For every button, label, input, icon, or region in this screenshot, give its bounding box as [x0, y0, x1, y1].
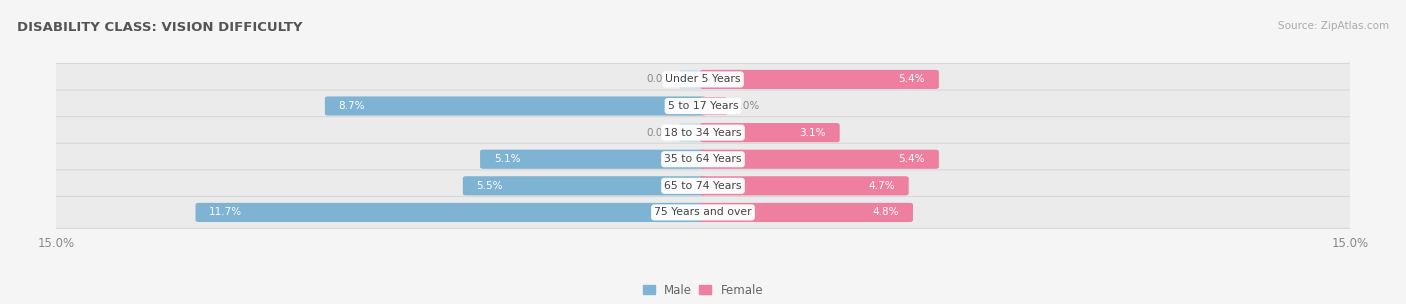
FancyBboxPatch shape	[44, 196, 1362, 228]
FancyBboxPatch shape	[195, 203, 706, 222]
Text: Under 5 Years: Under 5 Years	[665, 74, 741, 85]
FancyBboxPatch shape	[44, 143, 1362, 175]
Text: 0.0%: 0.0%	[733, 101, 759, 111]
Text: 5.1%: 5.1%	[494, 154, 520, 164]
FancyBboxPatch shape	[44, 90, 1362, 122]
Text: 18 to 34 Years: 18 to 34 Years	[664, 128, 742, 138]
FancyBboxPatch shape	[700, 203, 912, 222]
Text: Source: ZipAtlas.com: Source: ZipAtlas.com	[1278, 21, 1389, 31]
Text: 65 to 74 Years: 65 to 74 Years	[664, 181, 742, 191]
Text: 5 to 17 Years: 5 to 17 Years	[668, 101, 738, 111]
Text: DISABILITY CLASS: VISION DIFFICULTY: DISABILITY CLASS: VISION DIFFICULTY	[17, 21, 302, 34]
Text: 4.7%: 4.7%	[869, 181, 894, 191]
FancyBboxPatch shape	[463, 176, 706, 195]
Legend: Male, Female: Male, Female	[643, 284, 763, 297]
FancyBboxPatch shape	[700, 176, 908, 195]
FancyBboxPatch shape	[700, 150, 939, 169]
Text: 0.0%: 0.0%	[647, 128, 673, 138]
FancyBboxPatch shape	[44, 117, 1362, 149]
FancyBboxPatch shape	[700, 97, 727, 115]
Text: 3.1%: 3.1%	[800, 128, 825, 138]
Text: 11.7%: 11.7%	[209, 207, 242, 217]
Text: 5.4%: 5.4%	[898, 154, 925, 164]
Text: 8.7%: 8.7%	[339, 101, 366, 111]
FancyBboxPatch shape	[44, 170, 1362, 202]
FancyBboxPatch shape	[679, 70, 706, 88]
FancyBboxPatch shape	[679, 124, 706, 142]
Text: 5.5%: 5.5%	[477, 181, 503, 191]
FancyBboxPatch shape	[479, 150, 706, 169]
FancyBboxPatch shape	[325, 96, 706, 116]
FancyBboxPatch shape	[700, 70, 939, 89]
Text: 4.8%: 4.8%	[873, 207, 900, 217]
FancyBboxPatch shape	[44, 64, 1362, 95]
FancyBboxPatch shape	[700, 123, 839, 142]
Text: 75 Years and over: 75 Years and over	[654, 207, 752, 217]
Text: 5.4%: 5.4%	[898, 74, 925, 85]
Text: 0.0%: 0.0%	[647, 74, 673, 85]
Text: 35 to 64 Years: 35 to 64 Years	[664, 154, 742, 164]
